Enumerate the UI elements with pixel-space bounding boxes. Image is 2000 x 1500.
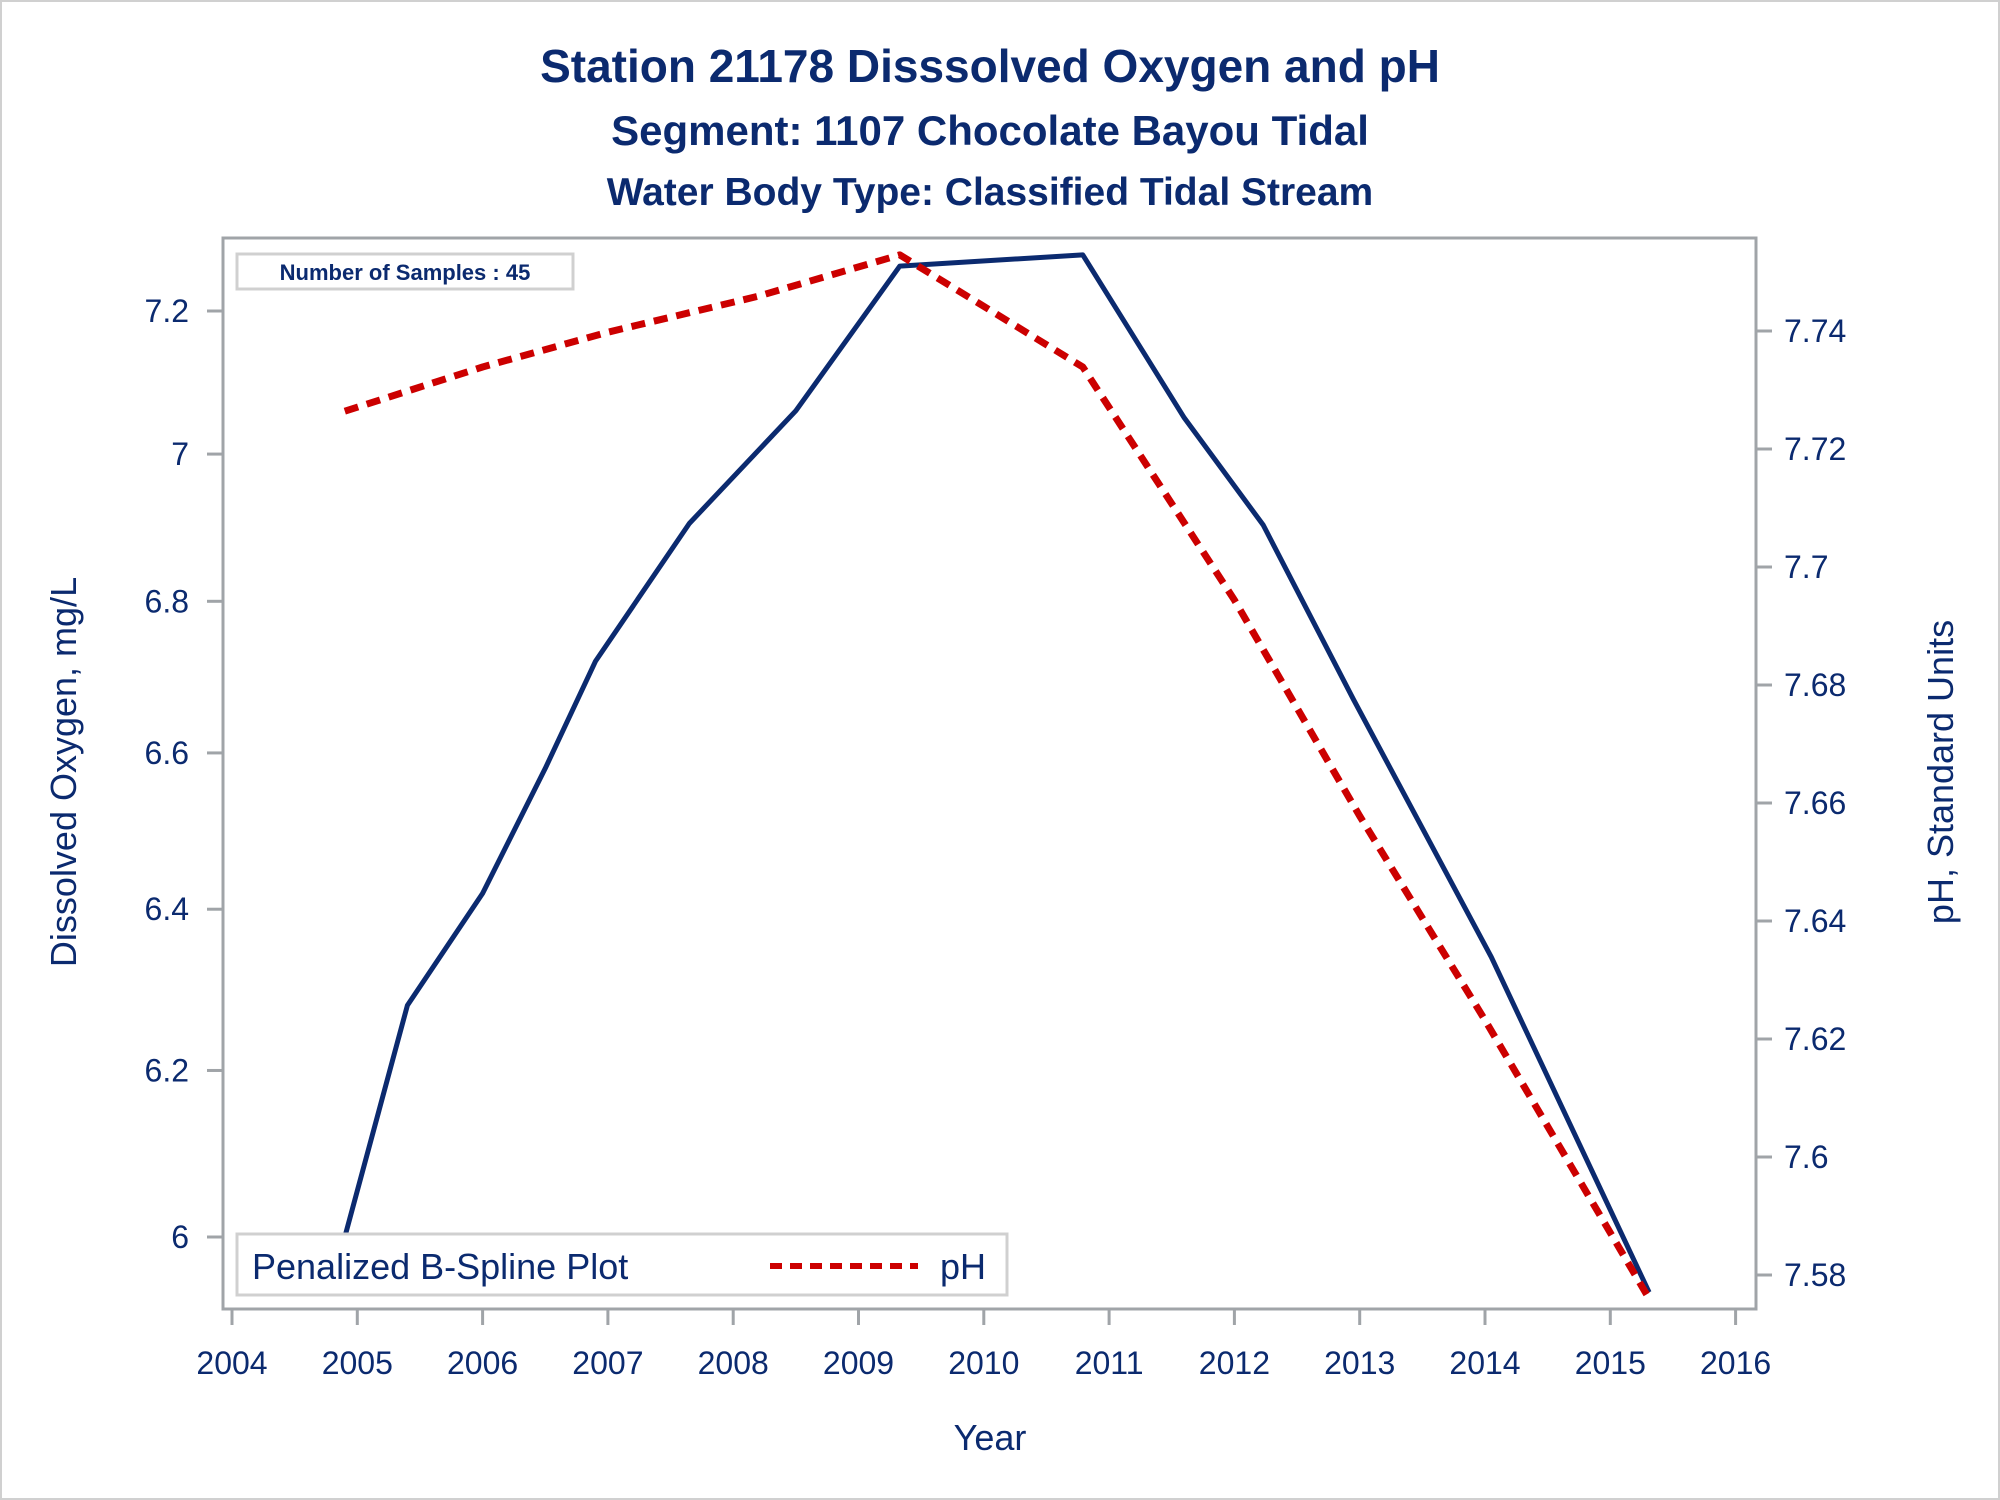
sample-count-label: Number of Samples : 45: [280, 260, 531, 285]
sample-count-box: [235, 252, 575, 291]
x-tick-label: 2007: [572, 1345, 643, 1381]
y2-tick-label: 7.62: [1784, 1021, 1846, 1057]
x-axis-label: Year: [954, 1417, 1027, 1458]
plot-frame: [221, 236, 1758, 1311]
x-tick-label: 2010: [948, 1345, 1019, 1381]
y-tick-label: 6.8: [145, 583, 189, 619]
x-tick-label: 2013: [1324, 1345, 1395, 1381]
y-axis-label: Dissolved Oxygen, mg/L: [43, 577, 84, 967]
chart-subtitle-2: Water Body Type: Classified Tidal Stream: [607, 171, 1373, 214]
x-tick-label: 2009: [823, 1345, 894, 1381]
y2-tick-label: 7.64: [1784, 903, 1846, 939]
chart-title: Station 21178 Disssolved Oxygen and pH: [540, 40, 1440, 92]
x-tick-label: 2015: [1575, 1345, 1646, 1381]
y-axis-right: 7.58 7.6 7.62 7.64 7.66 7.68 7.7 7.72 7.74: [1756, 313, 1846, 1293]
y-tick-label: 6.4: [145, 891, 189, 927]
y2-axis-label: pH, Standard Units: [1920, 620, 1961, 924]
x-tick-label: 2012: [1199, 1345, 1270, 1381]
series-group: [342, 251, 1653, 1301]
y-axis-left: 6 6.2 6.4 6.6 6.8 7 7.2: [145, 293, 223, 1255]
x-tick-label: 2016: [1700, 1345, 1771, 1381]
y-tick-label: 6.6: [145, 735, 189, 771]
y-tick-label: 6.2: [145, 1052, 189, 1088]
x-tick-label: 2011: [1075, 1345, 1144, 1381]
y2-tick-label: 7.74: [1784, 313, 1846, 349]
legend-ph-label: pH: [940, 1246, 986, 1287]
y-tick-label: 7.2: [145, 293, 189, 329]
y2-tick-label: 7.7: [1784, 549, 1828, 585]
y2-tick-label: 7.58: [1784, 1257, 1846, 1293]
x-tick-label: 2004: [196, 1345, 267, 1381]
y2-tick-label: 7.68: [1784, 667, 1846, 703]
x-tick-label: 2008: [698, 1345, 769, 1381]
x-tick-label: 2005: [322, 1345, 393, 1381]
dissolved-oxygen-series-line: [342, 252, 1652, 1294]
y2-tick-label: 7.72: [1784, 431, 1846, 467]
y-tick-label: 7: [171, 436, 189, 472]
ph-series-line: [343, 251, 1653, 1301]
x-tick-label: 2014: [1449, 1345, 1520, 1381]
y-tick-label: 6: [171, 1219, 189, 1255]
x-tick-label: 2006: [447, 1345, 518, 1381]
x-axis: 2004 2005 2006 2007 2008 2009 2010 2011 2012 2013…: [196, 1309, 1771, 1381]
chart-subtitle: Segment: 1107 Chocolate Bayou Tidal: [611, 107, 1369, 154]
legend-title: Penalized B-Spline Plot: [252, 1246, 628, 1287]
y2-tick-label: 7.6: [1784, 1139, 1828, 1175]
y2-tick-label: 7.66: [1784, 785, 1846, 821]
